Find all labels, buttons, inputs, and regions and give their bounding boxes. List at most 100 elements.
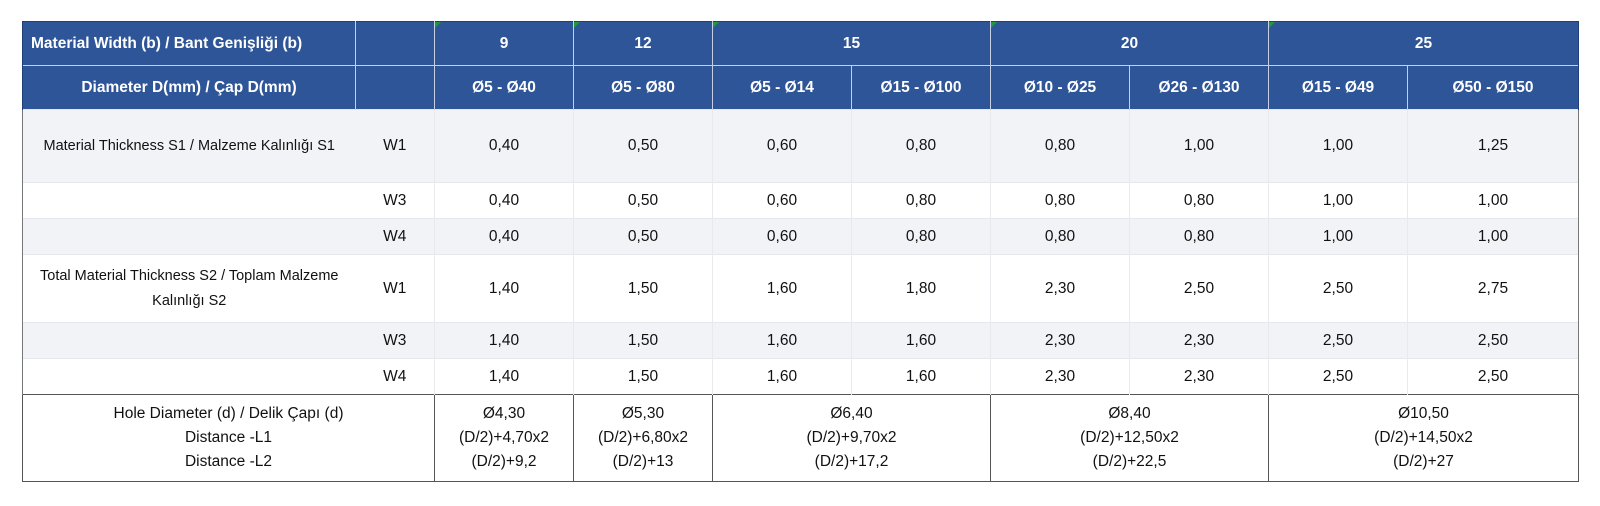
table-cell: 1,40: [434, 358, 574, 395]
table-cell: 1,50: [573, 322, 713, 359]
row-type: W1: [355, 254, 435, 323]
table-cell: 2,50: [1407, 322, 1579, 359]
row-type: W1: [355, 109, 435, 183]
diameter-range: Ø5 - Ø40: [434, 65, 574, 110]
distance-l1: (D/2)+12,50x2: [1080, 429, 1179, 446]
table-cell: 2,30: [990, 322, 1130, 359]
hole-row: Hole Diameter (d) / Delik Çapı (d) Dista…: [22, 394, 1579, 482]
table-cell: 1,00: [1129, 109, 1269, 183]
hole-group-15: Ø6,40 (D/2)+9,70x2 (D/2)+17,2: [712, 394, 991, 482]
width-20: 20: [990, 21, 1269, 66]
hole-labels: Hole Diameter (d) / Delik Çapı (d) Dista…: [22, 394, 435, 482]
table-cell: 0,60: [712, 218, 852, 255]
table-cell: 0,80: [851, 218, 991, 255]
table-cell: 0,40: [434, 109, 574, 183]
table-cell: 2,30: [1129, 322, 1269, 359]
table-row: W4 1,40 1,50 1,60 1,60 2,30 2,30 2,50 2,…: [22, 358, 1579, 395]
table-cell: 0,80: [990, 218, 1130, 255]
table-cell: 2,50: [1268, 322, 1408, 359]
distance-l1: (D/2)+4,70x2: [458, 429, 550, 446]
distance-l2: (D/2)+22,5: [1092, 453, 1167, 470]
table-cell: 1,60: [851, 322, 991, 359]
spec-table: Material Width (b) / Bant Genişliği (b) …: [22, 21, 1579, 482]
table-cell: 0,80: [1129, 182, 1269, 219]
hole-diameter-label: Hole Diameter (d) / Delik Çapı (d): [113, 405, 344, 422]
table-row: W3 1,40 1,50 1,60 1,60 2,30 2,30 2,50 2,…: [22, 322, 1579, 359]
table-cell: 0,50: [573, 182, 713, 219]
table-cell: 2,50: [1268, 358, 1408, 395]
width-header-row: Material Width (b) / Bant Genişliği (b) …: [22, 21, 1579, 66]
table-cell: 1,00: [1268, 182, 1408, 219]
table-cell: 2,50: [1407, 358, 1579, 395]
diameter-range: Ø5 - Ø14: [712, 65, 852, 110]
row-label: [22, 358, 356, 395]
diameter-header-row: Diameter D(mm) / Çap D(mm) Ø5 - Ø40 Ø5 -…: [22, 65, 1579, 110]
table-cell: 1,00: [1407, 218, 1579, 255]
table-row: Total Material Thickness S2 / Toplam Mal…: [22, 254, 1579, 323]
distance-l2-label: Distance -L2: [184, 453, 272, 470]
hole-group-9: Ø4,30 (D/2)+4,70x2 (D/2)+9,2: [434, 394, 574, 482]
width-header-label: Material Width (b) / Bant Genişliği (b): [22, 21, 356, 66]
distance-l1: (D/2)+14,50x2: [1374, 429, 1473, 446]
table-cell: 1,00: [1268, 109, 1408, 183]
width-9: 9: [434, 21, 574, 66]
table-cell: 1,40: [434, 322, 574, 359]
table-cell: 1,25: [1407, 109, 1579, 183]
row-type: W3: [355, 182, 435, 219]
table-cell: 2,30: [1129, 358, 1269, 395]
hole-diameter: Ø5,30: [621, 405, 665, 422]
distance-l2: (D/2)+9,2: [471, 453, 537, 470]
row-label: [22, 218, 356, 255]
hole-group-25: Ø10,50 (D/2)+14,50x2 (D/2)+27: [1268, 394, 1579, 482]
table-cell: 0,80: [990, 182, 1130, 219]
table-cell: 1,50: [573, 358, 713, 395]
table-cell: 0,80: [851, 182, 991, 219]
table-cell: 1,00: [1407, 182, 1579, 219]
diameter-range: Ø5 - Ø80: [573, 65, 713, 110]
row-label: Material Thickness S1 / Malzeme Kalınlığ…: [22, 109, 356, 183]
table-cell: 2,75: [1407, 254, 1579, 323]
diameter-range: Ø10 - Ø25: [990, 65, 1130, 110]
table-cell: 0,50: [573, 109, 713, 183]
table-cell: 1,40: [434, 254, 574, 323]
table-cell: 0,40: [434, 218, 574, 255]
table-cell: 0,40: [434, 182, 574, 219]
distance-l1: (D/2)+9,70x2: [806, 429, 897, 446]
table-cell: 1,00: [1268, 218, 1408, 255]
table-cell: 0,80: [1129, 218, 1269, 255]
header-spacer: [355, 65, 435, 110]
table-cell: 2,50: [1268, 254, 1408, 323]
table-cell: 1,60: [712, 322, 852, 359]
table-cell: 2,30: [990, 358, 1130, 395]
hole-diameter: Ø6,40: [830, 405, 873, 422]
row-label: [22, 322, 356, 359]
table-row: W3 0,40 0,50 0,60 0,80 0,80 0,80 1,00 1,…: [22, 182, 1579, 219]
table-cell: 0,60: [712, 182, 852, 219]
table-cell: 1,60: [851, 358, 991, 395]
width-15: 15: [712, 21, 991, 66]
distance-l2: (D/2)+17,2: [814, 453, 889, 470]
hole-group-20: Ø8,40 (D/2)+12,50x2 (D/2)+22,5: [990, 394, 1269, 482]
hole-group-12: Ø5,30 (D/2)+6,80x2 (D/2)+13: [573, 394, 713, 482]
diameter-range: Ø26 - Ø130: [1129, 65, 1269, 110]
table-cell: 1,50: [573, 254, 713, 323]
table-row: Material Thickness S1 / Malzeme Kalınlığ…: [22, 109, 1579, 183]
distance-l1-label: Distance -L1: [184, 429, 272, 446]
table-cell: 1,60: [712, 358, 852, 395]
table-row: W4 0,40 0,50 0,60 0,80 0,80 0,80 1,00 1,…: [22, 218, 1579, 255]
distance-l2: (D/2)+27: [1393, 453, 1454, 470]
row-label: Total Material Thickness S2 / Toplam Mal…: [22, 254, 356, 323]
diameter-header-label: Diameter D(mm) / Çap D(mm): [22, 65, 356, 110]
diameter-range: Ø15 - Ø100: [851, 65, 991, 110]
table-cell: 2,50: [1129, 254, 1269, 323]
spec-table-container: Material Width (b) / Bant Genişliği (b) …: [22, 21, 1579, 482]
hole-diameter: Ø4,30: [482, 405, 526, 422]
diameter-range: Ø15 - Ø49: [1268, 65, 1408, 110]
header-spacer: [355, 21, 435, 66]
row-type: W4: [355, 358, 435, 395]
distance-l2: (D/2)+13: [612, 453, 674, 470]
table-cell: 1,80: [851, 254, 991, 323]
diameter-range: Ø50 - Ø150: [1407, 65, 1579, 110]
row-type: W3: [355, 322, 435, 359]
width-12: 12: [573, 21, 713, 66]
